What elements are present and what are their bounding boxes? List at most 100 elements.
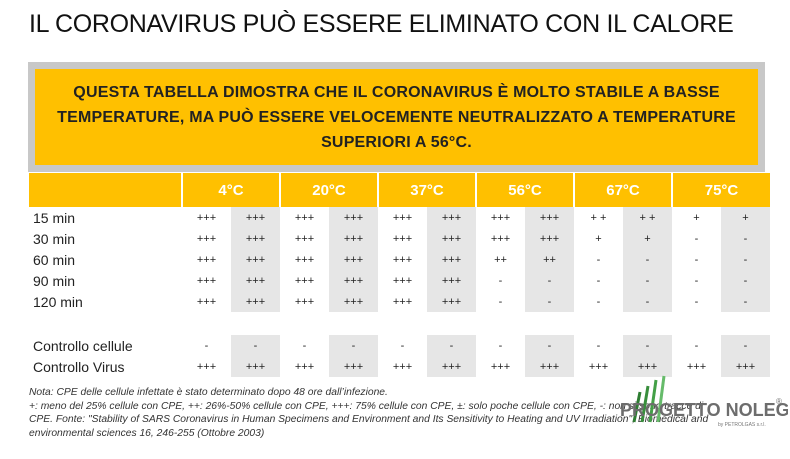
logo-mark: ® (776, 397, 782, 406)
table-cell: +++ (427, 291, 476, 312)
table-cell: +++ (294, 360, 315, 373)
table-row: 120 min +++ +++ +++ +++ +++ +++ - - - - - - (29, 291, 770, 312)
table-cell: - (596, 253, 601, 266)
table-cell: +++ (392, 295, 413, 308)
table-cell: +++ (196, 295, 217, 308)
table-cell: +++ (329, 228, 378, 249)
table-cell: +++ (427, 356, 476, 377)
table-cell: - (721, 291, 770, 312)
table-cell: +++ (231, 207, 280, 228)
table-cell: - (204, 339, 209, 352)
header-cell: 4°C (181, 173, 280, 207)
table-cell: - (694, 339, 699, 352)
table-row: 60 min +++ +++ +++ +++ +++ +++ ++ ++ - - - - (29, 249, 770, 270)
table-cell: +++ (329, 291, 378, 312)
table-cell: +++ (721, 356, 770, 377)
header-cell: 56°C (475, 173, 574, 207)
table-cell: - (498, 295, 503, 308)
table-cell: - (400, 339, 405, 352)
table-cell: +++ (392, 211, 413, 224)
table: 4°C 20°C 37°C 56°C 67°C 75°C 15 min +++ +++ +++ ++… (29, 173, 770, 377)
table-cell: + (623, 228, 672, 249)
row-label: Controllo Virus (33, 358, 125, 375)
table-cell: +++ (231, 270, 280, 291)
table-cell: ++ (494, 253, 507, 266)
table-cell: +++ (490, 360, 511, 373)
logo-bars (632, 375, 666, 423)
table-cell: - (498, 274, 503, 287)
notes: Nota: CPE delle cellule infettate è stat… (29, 386, 708, 440)
table-cell: - (623, 270, 672, 291)
logo-sub: by PETROLGAS s.r.l. (718, 422, 766, 428)
note-line: CPE. Fonte: "Stability of SARS Coronavir… (29, 414, 709, 425)
table-cell: +++ (196, 232, 217, 245)
logo-name: PROGETTO NOLEGGI (620, 400, 788, 420)
table-cell: - (694, 253, 699, 266)
table-cell: +++ (392, 274, 413, 287)
row-label: Controllo cellule (33, 337, 133, 354)
table-cell: +++ (294, 232, 315, 245)
title: IL CORONAVIRUS PUÒ ESSERE ELIMINATO CON … (29, 10, 734, 38)
header-cell: 67°C (573, 173, 672, 207)
table-cell: - (721, 270, 770, 291)
table-cell: +++ (427, 249, 476, 270)
table-cell: + (693, 211, 700, 224)
spacer-row (29, 312, 770, 335)
table-cell: - (694, 274, 699, 287)
table-cell: +++ (329, 270, 378, 291)
table-cell: +++ (392, 253, 413, 266)
table-cell: +++ (490, 211, 511, 224)
table-cell: + (721, 207, 770, 228)
table-cell: +++ (196, 274, 217, 287)
table-row: 15 min +++ +++ +++ +++ +++ +++ +++ +++ + + + + + + (29, 207, 770, 228)
table-cell: +++ (525, 228, 574, 249)
banner-line: TEMPERATURE, MA PUÒ ESSERE VELOCEMENTE N… (57, 108, 736, 126)
table-cell: - (596, 295, 601, 308)
spacer-cell (29, 312, 770, 335)
table-cell: +++ (525, 356, 574, 377)
table-row: 90 min +++ +++ +++ +++ +++ +++ - - - - - - (29, 270, 770, 291)
row-label: 15 min (33, 209, 76, 226)
table-cell: - (302, 339, 307, 352)
table-cell: - (721, 249, 770, 270)
table-cell: +++ (231, 228, 280, 249)
table-cell: +++ (231, 249, 280, 270)
row-label: 90 min (33, 272, 76, 289)
banner: QUESTA TABELLA DIMOSTRA CHE IL CORONAVIR… (28, 62, 765, 172)
table-row: Controllo cellule - - - - - - - - - - - - (29, 335, 770, 356)
note-line: Nota: CPE delle cellule infettate è stat… (29, 387, 388, 398)
table-cell: +++ (329, 207, 378, 228)
note-line: environmental sciences 16, 246-255 (Otto… (29, 427, 265, 439)
table-cell: - (231, 335, 280, 356)
header-cell: 20°C (279, 173, 378, 207)
table-cell: +++ (427, 207, 476, 228)
table-cell: - (525, 270, 574, 291)
table-cell: +++ (427, 228, 476, 249)
table-cell: +++ (294, 253, 315, 266)
table-cell: +++ (196, 360, 217, 373)
table-cell: + + (590, 211, 607, 224)
table-cell: +++ (686, 360, 707, 373)
header-cell: 75°C (671, 173, 770, 207)
banner-line: SUPERIORI A 56°C. (321, 133, 472, 151)
header-cell: 37°C (377, 173, 476, 207)
table-cell: - (329, 335, 378, 356)
row-label: 60 min (33, 251, 76, 268)
table-cell: +++ (294, 295, 315, 308)
table-cell: +++ (490, 232, 511, 245)
table-cell: +++ (294, 211, 315, 224)
table-cell: - (525, 291, 574, 312)
table-cell: +++ (196, 211, 217, 224)
table-cell: - (694, 232, 699, 245)
table-cell: +++ (231, 291, 280, 312)
row-label: 120 min (33, 293, 83, 310)
table-cell: - (721, 335, 770, 356)
table-cell: +++ (329, 356, 378, 377)
table-cell: - (596, 339, 601, 352)
table-cell: +++ (231, 356, 280, 377)
header-row: 4°C 20°C 37°C 56°C 67°C 75°C (29, 173, 770, 207)
table-cell: +++ (196, 253, 217, 266)
table-cell: - (623, 291, 672, 312)
table-cell: - (694, 295, 699, 308)
